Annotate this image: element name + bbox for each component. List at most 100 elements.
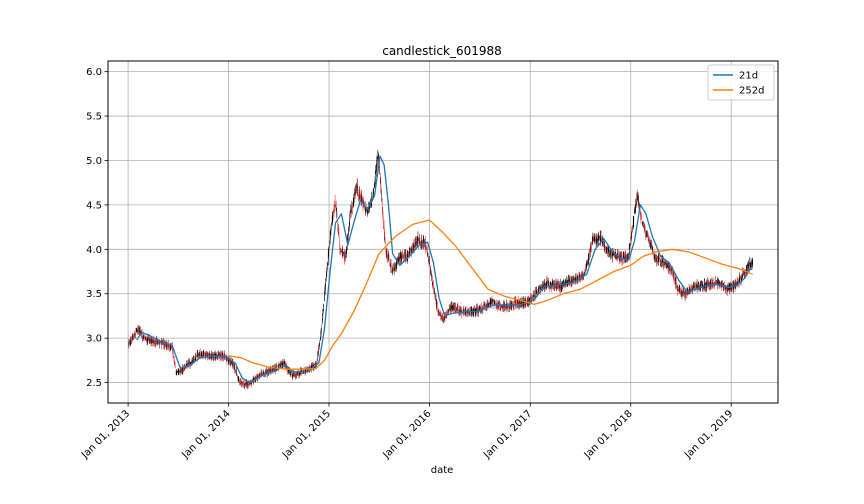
candle-body	[698, 285, 700, 289]
candle-body	[168, 343, 170, 348]
candle-body	[186, 364, 188, 366]
candle-body	[395, 263, 396, 267]
candle-body	[376, 163, 377, 170]
candle-body	[664, 262, 665, 264]
candle-body	[505, 305, 507, 310]
candle-body	[746, 268, 747, 271]
candle-body	[430, 272, 432, 273]
candle-body	[622, 260, 624, 261]
candle-body	[625, 254, 626, 258]
candle-body	[532, 298, 533, 300]
candle-body	[144, 336, 145, 338]
candle-body	[522, 302, 524, 304]
candle-body	[612, 254, 613, 256]
candle-body	[155, 341, 156, 344]
candle-body	[348, 228, 349, 236]
candle-body	[633, 219, 634, 223]
candle-body	[403, 255, 404, 258]
candle-body	[361, 197, 363, 200]
candle-body	[654, 258, 655, 260]
candle-body	[428, 256, 429, 262]
candle-body	[685, 293, 686, 294]
candle-body	[146, 339, 148, 342]
candle-body	[400, 254, 401, 258]
candle-body	[299, 374, 300, 376]
candle-body	[668, 267, 670, 268]
chart-title: candlestick_601988	[382, 44, 502, 58]
candle-body	[424, 244, 426, 245]
candle-body	[734, 283, 736, 287]
candle-body	[322, 317, 323, 323]
candle-body	[185, 365, 187, 366]
candle-body	[488, 304, 490, 305]
candle-body	[532, 297, 534, 299]
candle-body	[296, 374, 297, 377]
candle-body	[375, 170, 376, 174]
candle-body	[583, 276, 584, 279]
candle-body	[169, 347, 170, 349]
candle-body	[694, 285, 696, 288]
candle-body	[192, 360, 193, 362]
candle-body	[404, 253, 405, 255]
candle-body	[346, 248, 347, 252]
candle-body	[435, 299, 437, 305]
candle-body	[564, 284, 566, 286]
candle-body	[738, 280, 739, 284]
candle-body	[317, 358, 318, 359]
candle-body	[577, 278, 578, 280]
candle-body	[500, 305, 502, 308]
candle-body	[650, 242, 651, 248]
candle-body	[374, 183, 375, 187]
candle-body	[667, 264, 668, 268]
candle-body	[679, 291, 681, 293]
candle-body	[156, 341, 158, 344]
candle-body	[723, 287, 724, 289]
candle-body	[128, 342, 130, 346]
candle-body	[248, 382, 250, 385]
candle-body	[557, 284, 558, 285]
candle-body	[578, 277, 580, 279]
candle-body	[303, 369, 305, 371]
candle-body	[322, 311, 324, 314]
candle-body	[345, 251, 347, 254]
candle-body	[487, 304, 489, 306]
candle-body	[200, 355, 202, 357]
candle-body	[684, 292, 686, 296]
candle-body	[291, 372, 292, 374]
candle-body	[416, 241, 418, 245]
candle-body	[605, 246, 607, 250]
candle-body	[545, 284, 547, 286]
candle-body	[450, 306, 452, 309]
candle-body	[629, 244, 631, 247]
candle-body	[409, 250, 411, 252]
candle-body	[577, 278, 578, 279]
candle-body	[205, 354, 207, 355]
candle-body	[679, 291, 680, 293]
candle-body	[207, 355, 208, 357]
candle-body	[471, 309, 472, 310]
candle-body	[501, 306, 502, 308]
candle-body	[337, 221, 339, 229]
candle-body	[173, 355, 175, 362]
candle-body	[397, 260, 399, 261]
candle-body	[303, 370, 305, 373]
candle-body	[423, 240, 425, 242]
candle-body	[520, 300, 522, 305]
candle-body	[284, 363, 285, 364]
candle-body	[271, 370, 272, 372]
candle-body	[351, 202, 353, 205]
plot-area-frame	[107, 60, 779, 404]
candle-body	[513, 301, 515, 306]
candle-body	[431, 274, 432, 276]
candle-body	[355, 191, 357, 192]
candle-body	[143, 335, 145, 338]
candle-body	[685, 294, 687, 295]
candle-body	[392, 270, 393, 271]
candle-body	[443, 316, 445, 319]
candle-body	[281, 362, 283, 367]
candle-body	[469, 312, 471, 315]
candle-body	[401, 254, 403, 261]
candle-body	[383, 225, 385, 230]
candle-body	[488, 303, 490, 304]
candle-body	[507, 303, 508, 309]
